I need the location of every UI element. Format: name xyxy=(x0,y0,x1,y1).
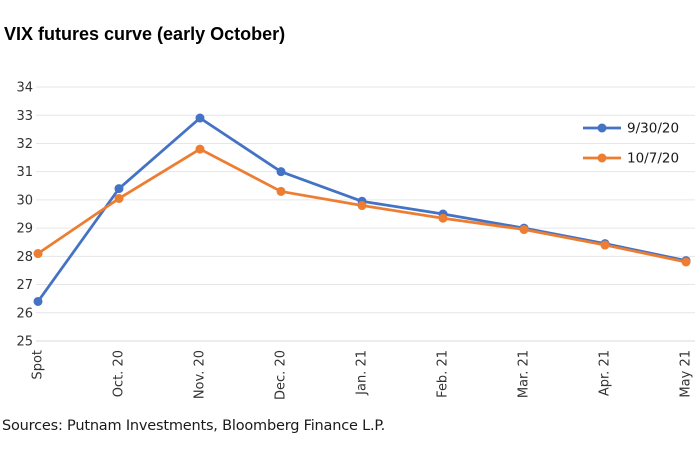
x-tick-label-oct-20: Oct. 20 xyxy=(112,350,127,397)
x-tick-label-nov-20: Nov. 20 xyxy=(193,350,208,399)
y-tick-label-29: 29 xyxy=(16,222,33,237)
x-tick-label-dec-20: Dec. 20 xyxy=(274,350,289,400)
data-point-10-7-20-7 xyxy=(600,240,610,250)
legend-marker-10-7-20 xyxy=(597,153,607,163)
data-point-9-30-20-3 xyxy=(276,167,286,177)
y-tick-label-26: 26 xyxy=(16,306,33,321)
y-tick-label-33: 33 xyxy=(16,109,33,124)
sources-note: Sources: Putnam Investments, Bloomberg F… xyxy=(2,418,386,434)
x-tick-label-spot: Spot xyxy=(31,350,46,380)
data-point-10-7-20-2 xyxy=(195,144,205,154)
y-tick-label-28: 28 xyxy=(16,250,33,265)
data-point-10-7-20-5 xyxy=(438,213,448,223)
y-tick-label-25: 25 xyxy=(16,335,33,350)
x-tick-label-jan-21: Jan. 21 xyxy=(355,350,370,396)
legend-marker-9-30-20 xyxy=(597,123,607,133)
data-point-10-7-20-6 xyxy=(519,225,529,235)
y-tick-label-31: 31 xyxy=(16,165,33,180)
data-point-10-7-20-1 xyxy=(114,193,124,203)
data-point-9-30-20-1 xyxy=(114,184,124,194)
y-tick-label-32: 32 xyxy=(16,137,33,152)
x-tick-label-apr-21: Apr. 21 xyxy=(598,350,613,396)
legend-label-9-30-20: 9/30/20 xyxy=(627,121,679,137)
data-point-10-7-20-4 xyxy=(357,201,367,211)
data-point-10-7-20-0 xyxy=(33,249,43,259)
x-tick-label-feb-21: Feb. 21 xyxy=(436,350,451,398)
data-point-9-30-20-2 xyxy=(195,113,205,123)
legend-label-10-7-20: 10/7/20 xyxy=(627,151,679,167)
data-point-10-7-20-3 xyxy=(276,186,286,196)
y-tick-label-27: 27 xyxy=(16,278,33,293)
y-tick-label-34: 34 xyxy=(16,81,33,96)
chart-title: VIX futures curve (early October) xyxy=(4,24,286,44)
data-point-10-7-20-8 xyxy=(681,257,691,267)
x-tick-label-mar-21: Mar. 21 xyxy=(517,350,532,398)
data-point-9-30-20-0 xyxy=(33,296,43,306)
x-tick-label-may-21: May 21 xyxy=(679,350,694,398)
y-tick-label-30: 30 xyxy=(16,193,33,208)
